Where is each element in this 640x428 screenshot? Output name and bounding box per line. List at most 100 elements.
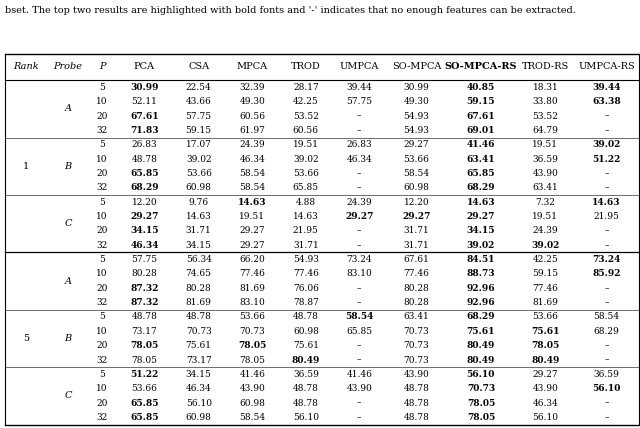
Text: 60.98: 60.98 xyxy=(186,413,212,422)
Text: 34.15: 34.15 xyxy=(186,241,212,250)
Text: 58.54: 58.54 xyxy=(403,169,429,178)
Text: 41.46: 41.46 xyxy=(467,140,495,149)
Text: 60.56: 60.56 xyxy=(239,112,266,121)
Text: 26.83: 26.83 xyxy=(132,140,157,149)
Text: 70.73: 70.73 xyxy=(404,341,429,350)
Text: 73.24: 73.24 xyxy=(593,255,621,264)
Text: 77.46: 77.46 xyxy=(239,269,265,279)
Text: 68.29: 68.29 xyxy=(467,312,495,321)
Text: 30.99: 30.99 xyxy=(130,83,159,92)
Text: 42.25: 42.25 xyxy=(532,255,558,264)
Text: 29.27: 29.27 xyxy=(404,140,429,149)
Text: UMPCA-RS: UMPCA-RS xyxy=(578,62,635,71)
Text: 4.88: 4.88 xyxy=(296,198,316,207)
Text: 53.66: 53.66 xyxy=(293,169,319,178)
Text: 60.56: 60.56 xyxy=(293,126,319,135)
Text: 53.66: 53.66 xyxy=(186,169,212,178)
Text: 41.46: 41.46 xyxy=(346,370,372,379)
Text: 54.93: 54.93 xyxy=(404,112,429,121)
Text: 65.85: 65.85 xyxy=(292,183,319,192)
Text: 46.34: 46.34 xyxy=(346,155,372,163)
Text: –: – xyxy=(357,398,362,407)
Text: 31.71: 31.71 xyxy=(404,226,429,235)
Text: –: – xyxy=(357,183,362,192)
Text: 43.66: 43.66 xyxy=(186,97,212,106)
Text: 60.98: 60.98 xyxy=(404,183,429,192)
Text: 80.28: 80.28 xyxy=(186,284,212,293)
Text: 74.65: 74.65 xyxy=(186,269,212,279)
Text: 58.54: 58.54 xyxy=(345,312,374,321)
Text: 59.15: 59.15 xyxy=(532,269,558,279)
Text: 53.66: 53.66 xyxy=(239,312,265,321)
Text: 39.02: 39.02 xyxy=(293,155,319,163)
Text: 40.85: 40.85 xyxy=(467,83,495,92)
Text: 24.39: 24.39 xyxy=(346,198,372,207)
Text: C: C xyxy=(64,391,72,400)
Text: 5: 5 xyxy=(99,370,105,379)
Text: –: – xyxy=(604,413,609,422)
Text: 12.20: 12.20 xyxy=(404,198,429,207)
Text: 73.17: 73.17 xyxy=(132,327,157,336)
Text: 56.10: 56.10 xyxy=(467,370,495,379)
Text: 67.61: 67.61 xyxy=(467,112,495,121)
Text: 49.30: 49.30 xyxy=(404,97,429,106)
Text: 32: 32 xyxy=(97,413,108,422)
Text: 57.75: 57.75 xyxy=(186,112,212,121)
Text: 19.51: 19.51 xyxy=(532,212,558,221)
Text: 61.97: 61.97 xyxy=(239,126,265,135)
Text: 14.63: 14.63 xyxy=(186,212,212,221)
Text: 29.27: 29.27 xyxy=(130,212,159,221)
Text: 1: 1 xyxy=(23,162,29,171)
Text: 48.78: 48.78 xyxy=(293,384,319,393)
Text: Probe: Probe xyxy=(53,62,83,71)
Text: 63.41: 63.41 xyxy=(532,183,558,192)
Text: 56.10: 56.10 xyxy=(186,398,212,407)
Text: 20: 20 xyxy=(97,341,108,350)
Text: 39.02: 39.02 xyxy=(531,241,559,250)
Text: 83.10: 83.10 xyxy=(239,298,265,307)
Text: 54.93: 54.93 xyxy=(404,126,429,135)
Text: 57.75: 57.75 xyxy=(131,255,157,264)
Text: 48.78: 48.78 xyxy=(293,312,319,321)
Text: 57.75: 57.75 xyxy=(346,97,372,106)
Text: 56.34: 56.34 xyxy=(186,255,212,264)
Text: 80.49: 80.49 xyxy=(531,356,559,365)
Text: –: – xyxy=(604,169,609,178)
Text: 59.15: 59.15 xyxy=(467,97,495,106)
Text: 41.46: 41.46 xyxy=(239,370,265,379)
Text: 31.71: 31.71 xyxy=(186,226,212,235)
Text: 32: 32 xyxy=(97,356,108,365)
Text: 39.02: 39.02 xyxy=(593,140,621,149)
Text: 43.90: 43.90 xyxy=(532,384,558,393)
Text: 43.90: 43.90 xyxy=(239,384,265,393)
Text: 48.78: 48.78 xyxy=(293,398,319,407)
Text: 56.10: 56.10 xyxy=(593,384,621,393)
Text: 10: 10 xyxy=(97,384,108,393)
Text: 70.73: 70.73 xyxy=(186,327,212,336)
Text: 32: 32 xyxy=(97,241,108,250)
Text: 29.27: 29.27 xyxy=(239,241,265,250)
Text: 81.69: 81.69 xyxy=(239,284,265,293)
Text: 10: 10 xyxy=(97,327,108,336)
Text: 39.02: 39.02 xyxy=(186,155,212,163)
Text: 36.59: 36.59 xyxy=(532,155,558,163)
Text: 80.28: 80.28 xyxy=(132,269,157,279)
Text: 20: 20 xyxy=(97,284,108,293)
Text: –: – xyxy=(604,183,609,192)
Text: 34.15: 34.15 xyxy=(186,370,212,379)
Text: 78.05: 78.05 xyxy=(467,398,495,407)
Text: 53.52: 53.52 xyxy=(293,112,319,121)
Text: 84.51: 84.51 xyxy=(467,255,495,264)
Text: 39.02: 39.02 xyxy=(467,241,495,250)
Text: –: – xyxy=(604,398,609,407)
Text: 20: 20 xyxy=(97,169,108,178)
Text: 14.63: 14.63 xyxy=(238,198,267,207)
Text: Rank: Rank xyxy=(13,62,39,71)
Text: 28.17: 28.17 xyxy=(293,83,319,92)
Text: 53.52: 53.52 xyxy=(532,112,558,121)
Text: 39.44: 39.44 xyxy=(592,83,621,92)
Text: –: – xyxy=(604,126,609,135)
Text: 29.27: 29.27 xyxy=(467,212,495,221)
Text: 53.66: 53.66 xyxy=(532,312,558,321)
Text: 33.80: 33.80 xyxy=(532,97,558,106)
